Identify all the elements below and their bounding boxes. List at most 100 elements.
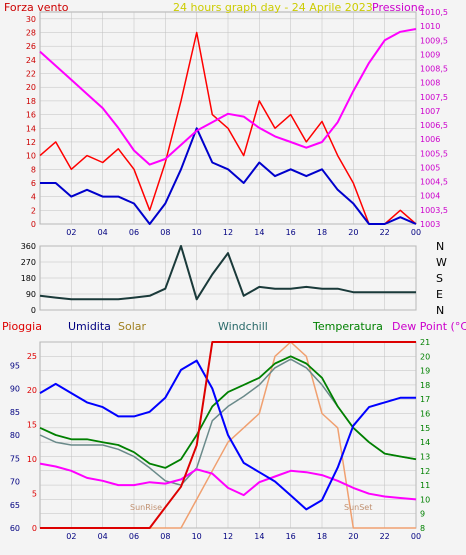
wind-y-tick-label: 28 xyxy=(26,29,36,38)
top-x-tick-label: 08 xyxy=(160,228,170,237)
pressure-y-tick-label: 1007 xyxy=(420,107,440,116)
temperature-y-tick-label: 8 xyxy=(420,524,425,533)
bottom-ticks: 8 9 10 11 12 13 14 15 16 17 18 19 20 21 60 65 70 75 80 85 90… xyxy=(10,338,430,541)
humidity-y-tick-label: 65 xyxy=(10,501,20,510)
bottom-panel: 8 9 10 11 12 13 14 15 16 17 18 19 20 21 60 65 70 75 80 85 90… xyxy=(2,320,466,541)
pressure-y-tick-label: 1007,5 xyxy=(420,93,448,102)
bottom-x-tick-label: 04 xyxy=(98,532,108,541)
temperature-y-tick-label: 9 xyxy=(420,510,425,519)
temperature-y-tick-label: 10 xyxy=(420,495,430,504)
pressure-y-tick-label: 1006 xyxy=(420,135,440,144)
pressure-y-tick-label: 1009 xyxy=(420,50,440,59)
rain-line xyxy=(40,341,416,529)
humidity-label: Umidita xyxy=(68,320,111,333)
temperature-y-tick-label: 14 xyxy=(420,438,430,447)
wind-y-tick-label: 0 xyxy=(31,220,36,229)
rain-y-tick-label: 20 xyxy=(27,386,37,395)
wind-y-tick-label: 22 xyxy=(26,70,36,79)
wind-avg-line xyxy=(40,127,417,225)
direction-line xyxy=(39,245,416,301)
humidity-y-tick-label: 70 xyxy=(10,478,20,487)
rain-y-tick-label: 25 xyxy=(27,352,37,361)
wind-y-tick-label: 16 xyxy=(26,111,36,120)
wind-gust-line xyxy=(39,31,417,225)
humidity-y-tick-label: 85 xyxy=(10,408,20,417)
sunset-label: SunSet xyxy=(344,503,372,512)
wind-y-tick-label: 6 xyxy=(31,179,36,188)
bottom-x-tick-label: 08 xyxy=(160,532,170,541)
direction-ticks: 0 90 180 270 360 xyxy=(21,242,36,315)
temperature-y-tick-label: 20 xyxy=(420,352,430,361)
pressure-y-tick-label: 1003,5 xyxy=(420,206,448,215)
top-x-tick-label: 06 xyxy=(129,228,139,237)
temperature-y-tick-label: 19 xyxy=(420,367,430,376)
pressure-label: Pressione xyxy=(372,1,425,14)
temperature-label: Temperatura xyxy=(312,320,383,333)
temperature-y-tick-label: 16 xyxy=(420,410,430,419)
temperature-y-tick-label: 17 xyxy=(420,395,430,404)
wind-y-tick-label: 18 xyxy=(26,97,36,106)
solar-label: Solar xyxy=(118,320,147,333)
temperature-y-tick-label: 12 xyxy=(420,467,430,476)
temperature-y-tick-label: 21 xyxy=(420,338,430,347)
top-series xyxy=(39,28,417,225)
compass-label: W xyxy=(436,256,447,269)
top-x-tick-label: 04 xyxy=(98,228,108,237)
humidity-y-tick-label: 60 xyxy=(10,524,20,533)
top-x-tick-label: 20 xyxy=(348,228,358,237)
humidity-y-tick-label: 90 xyxy=(10,385,20,394)
wind-y-tick-label: 20 xyxy=(26,83,36,92)
temperature-y-tick-label: 13 xyxy=(420,452,430,461)
top-x-tick-label: 22 xyxy=(380,228,390,237)
pressure-y-tick-label: 1010,5 xyxy=(420,8,448,17)
humidity-line xyxy=(39,359,416,511)
compass-label: N xyxy=(436,304,444,317)
bottom-series xyxy=(39,341,417,529)
bottom-x-tick-label: 10 xyxy=(192,532,202,541)
bottom-x-tick-label: 22 xyxy=(380,532,390,541)
top-x-tick-label: 16 xyxy=(286,228,296,237)
wind-y-tick-label: 10 xyxy=(26,152,36,161)
wind-y-tick-label: 14 xyxy=(26,124,36,133)
wind-y-tick-label: 12 xyxy=(26,138,36,147)
pressure-y-tick-label: 1008 xyxy=(420,79,440,88)
wind-y-tick-label: 2 xyxy=(31,206,36,215)
wind-y-tick-label: 30 xyxy=(26,15,36,24)
windchill-label: Windchill xyxy=(218,320,268,333)
temperature-y-tick-label: 11 xyxy=(420,481,430,490)
humidity-y-tick-label: 95 xyxy=(10,361,20,370)
temperature-y-tick-label: 15 xyxy=(420,424,430,433)
bottom-x-tick-label: 20 xyxy=(348,532,358,541)
rain-y-tick-label: 15 xyxy=(27,421,37,430)
bottom-x-tick-label: 12 xyxy=(223,532,233,541)
humidity-y-tick-label: 75 xyxy=(10,454,20,463)
rain-label: Pioggia xyxy=(2,320,42,333)
wind-y-tick-label: 8 xyxy=(31,165,36,174)
direction-y-tick-label: 0 xyxy=(31,306,36,315)
rain-y-tick-label: 10 xyxy=(27,455,37,464)
bottom-x-tick-label: 14 xyxy=(254,532,264,541)
direction-series xyxy=(39,245,416,301)
compass-label: E xyxy=(436,288,443,301)
top-x-tick-label: 18 xyxy=(317,228,327,237)
top-x-tick-label: 00 xyxy=(411,228,421,237)
bottom-x-tick-label: 06 xyxy=(129,532,139,541)
rain-y-tick-label: 5 xyxy=(32,490,37,499)
bottom-x-tick-label: 00 xyxy=(411,532,421,541)
pressure-y-tick-label: 1010 xyxy=(420,22,440,31)
top-panel: 02468101214161820222426283010031003,5100… xyxy=(4,1,448,237)
bottom-x-tick-label: 18 xyxy=(317,532,327,541)
pressure-y-tick-label: 1004,5 xyxy=(420,178,448,187)
rain-y-tick-label: 0 xyxy=(32,524,37,533)
chart-title: 24 hours graph day - 24 Aprile 2023 xyxy=(173,1,373,14)
compass-label: S xyxy=(436,272,443,285)
pressure-y-tick-label: 1008,5 xyxy=(420,65,448,74)
wind-y-tick-label: 4 xyxy=(31,193,36,202)
direction-y-tick-label: 360 xyxy=(21,242,36,251)
pressure-y-tick-label: 1004 xyxy=(420,192,440,201)
top-gridlines xyxy=(40,12,417,225)
humidity-y-tick-label: 80 xyxy=(10,431,20,440)
